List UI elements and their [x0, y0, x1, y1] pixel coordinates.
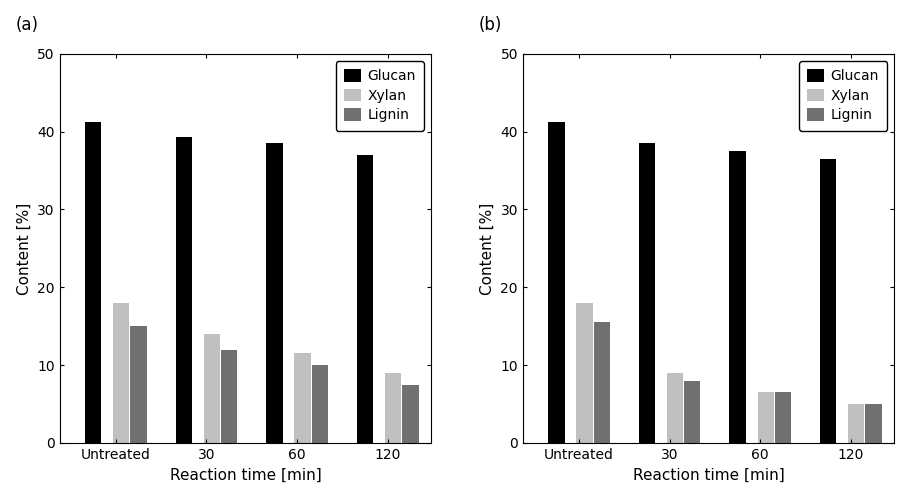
- Bar: [113, 303, 129, 443]
- Y-axis label: Content [%]: Content [%]: [480, 202, 495, 294]
- Bar: [820, 159, 836, 443]
- Bar: [684, 381, 701, 443]
- Bar: [294, 353, 311, 443]
- Bar: [730, 151, 746, 443]
- Bar: [548, 122, 565, 443]
- Bar: [594, 322, 609, 443]
- Bar: [577, 303, 593, 443]
- Bar: [312, 365, 328, 443]
- Y-axis label: Content [%]: Content [%]: [16, 202, 32, 294]
- Bar: [357, 155, 374, 443]
- Text: (a): (a): [15, 16, 38, 34]
- X-axis label: Reaction time [min]: Reaction time [min]: [633, 468, 784, 483]
- Bar: [848, 404, 865, 443]
- Legend: Glucan, Xylan, Lignin: Glucan, Xylan, Lignin: [335, 61, 425, 131]
- Legend: Glucan, Xylan, Lignin: Glucan, Xylan, Lignin: [799, 61, 887, 131]
- Bar: [639, 143, 655, 443]
- Text: (b): (b): [478, 16, 502, 34]
- Bar: [865, 404, 882, 443]
- Bar: [774, 392, 791, 443]
- Bar: [266, 143, 282, 443]
- Bar: [221, 349, 237, 443]
- Bar: [85, 122, 101, 443]
- Bar: [204, 334, 220, 443]
- Bar: [758, 392, 773, 443]
- Bar: [667, 373, 683, 443]
- X-axis label: Reaction time [min]: Reaction time [min]: [169, 468, 322, 483]
- Bar: [385, 373, 401, 443]
- Bar: [402, 385, 418, 443]
- Bar: [176, 137, 192, 443]
- Bar: [130, 326, 147, 443]
